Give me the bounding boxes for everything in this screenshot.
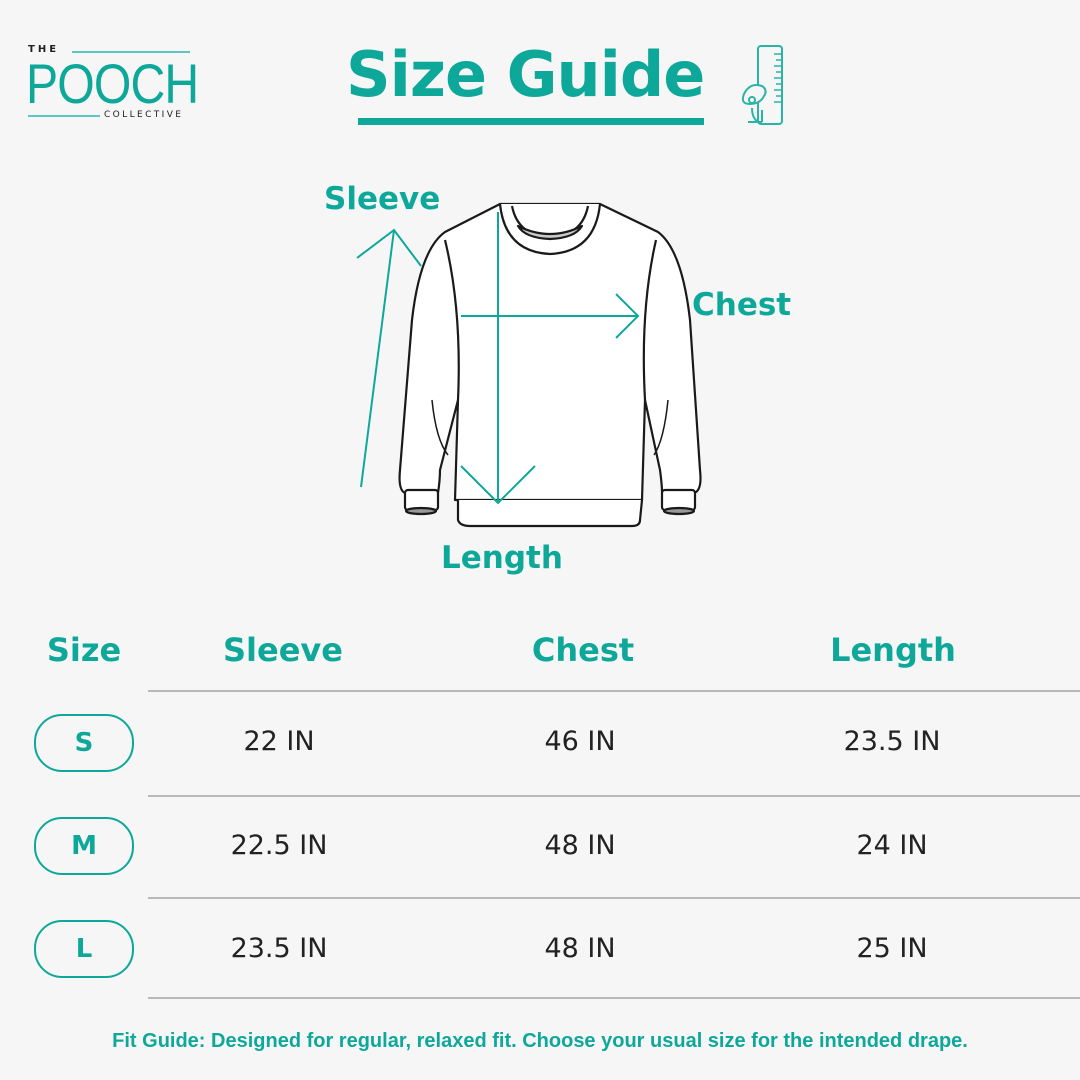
cell-chest: 48 IN	[544, 933, 616, 964]
cell-chest: 46 IN	[544, 726, 616, 757]
divider	[148, 795, 1080, 797]
divider	[148, 997, 1080, 999]
cell-sleeve: 22 IN	[243, 726, 315, 757]
cell-sleeve: 22.5 IN	[230, 830, 328, 861]
size-badge-s: S	[34, 714, 134, 772]
dog-ruler-icon	[741, 45, 783, 125]
logo-sub: COLLECTIVE	[104, 110, 184, 120]
divider	[148, 690, 1080, 692]
diagram-label-length: Length	[441, 540, 563, 576]
header-size: Size	[46, 631, 122, 669]
cell-length: 24 IN	[856, 830, 928, 861]
divider	[148, 897, 1080, 899]
diagram-label-chest: Chest	[692, 287, 792, 323]
table-header: Size Sleeve Chest Length	[0, 630, 1080, 674]
cell-sleeve: 23.5 IN	[230, 933, 328, 964]
logo-rule	[28, 115, 100, 117]
logo-name: POOCH	[26, 52, 199, 115]
title-underline	[358, 118, 704, 125]
logo-the: THE	[28, 44, 60, 55]
cell-chest: 48 IN	[544, 830, 616, 861]
header-length: Length	[830, 631, 956, 669]
cell-length: 23.5 IN	[843, 726, 941, 757]
fit-guide: Fit Guide: Designed for regular, relaxed…	[112, 1030, 968, 1052]
size-badge-m: M	[34, 817, 134, 875]
sweater-diagram	[356, 202, 702, 528]
cell-length: 25 IN	[856, 933, 928, 964]
logo-rule	[72, 51, 190, 53]
measure-arrows	[356, 212, 640, 505]
header-sleeve: Sleeve	[223, 631, 343, 669]
brand-logo: THE POOCH COLLECTIVE	[26, 44, 199, 126]
page-title: Size Guide	[346, 38, 705, 111]
header-chest: Chest	[531, 631, 635, 669]
diagram-label-sleeve: Sleeve	[324, 181, 441, 217]
size-badge-l: L	[34, 920, 134, 978]
